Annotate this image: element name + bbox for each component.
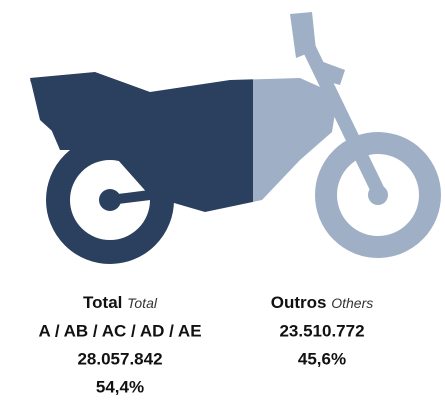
series-name: Total Total: [83, 293, 158, 312]
share-label: 45,6%: [298, 349, 346, 368]
name-en: Total: [127, 295, 158, 311]
share-label: 54,4%: [96, 377, 144, 396]
share-area: [253, 0, 442, 280]
share-area: [28, 0, 253, 280]
name: Outros: [271, 293, 327, 312]
count-label: 28.057.842: [77, 349, 162, 368]
name: Total: [83, 293, 122, 312]
category: A / AB / AC / AD / AE: [38, 321, 201, 340]
series-name: Outros Others: [271, 293, 373, 312]
count-label: 23.510.772: [279, 321, 364, 340]
chart: Total Total A / AB / AC / AD / AE 28.057…: [0, 0, 445, 412]
name-en: Others: [331, 295, 373, 311]
motorcycle: [28, 0, 442, 280]
